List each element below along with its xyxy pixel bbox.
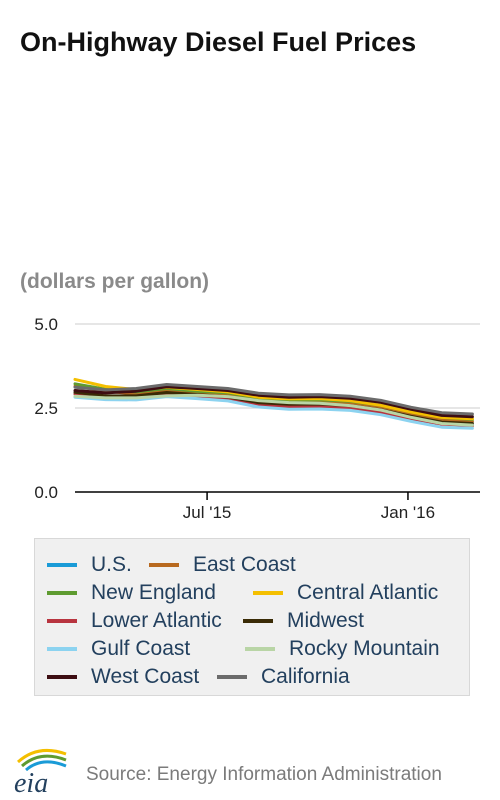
source-text: Source: Energy Information Administratio…	[86, 764, 442, 785]
legend-swatch	[217, 675, 247, 679]
logo-text: eia	[14, 768, 48, 796]
chart-title: On-Highway Diesel Fuel Prices	[20, 27, 417, 57]
y-tick-label: 5.0	[34, 315, 58, 334]
legend-item: Lower Atlantic	[47, 607, 222, 635]
legend-item: Rocky Mountain	[245, 635, 440, 663]
legend-item: East Coast	[149, 551, 296, 579]
legend-swatch	[47, 675, 77, 679]
legend-item: West Coast	[47, 663, 199, 691]
legend-swatch	[149, 563, 179, 567]
legend-swatch	[47, 619, 77, 623]
x-tick-label: Jul '15	[183, 503, 232, 522]
legend-label: California	[261, 665, 350, 688]
y-tick-label: 2.5	[34, 399, 58, 418]
legend-label: Midwest	[287, 609, 365, 632]
y-tick-label: 0.0	[34, 483, 58, 502]
legend-swatch	[245, 647, 275, 651]
legend-label: U.S.	[91, 553, 132, 576]
chart-units: (dollars per gallon)	[20, 270, 210, 293]
legend-label: East Coast	[193, 553, 296, 576]
footer: eia Source: Energy Information Administr…	[0, 740, 500, 800]
legend-swatch	[47, 563, 77, 567]
legend-item: New England	[47, 579, 216, 607]
line-chart: 5.0 2.5 0.0 Jul '15 Jan '16	[34, 315, 480, 522]
legend-label: Central Atlantic	[297, 581, 439, 604]
legend-item: California	[217, 663, 350, 691]
series-line-gulf-coast	[73, 395, 474, 430]
legend-swatch	[243, 619, 273, 623]
legend: U.S. East Coast New England Central Atlanti…	[34, 538, 470, 696]
legend-label: Gulf Coast	[91, 637, 191, 660]
legend-swatch	[253, 591, 283, 595]
axis-layer: 5.0 2.5 0.0 Jul '15 Jan '16	[34, 315, 480, 522]
x-tick-label: Jan '16	[381, 503, 435, 522]
legend-label: Lower Atlantic	[91, 609, 222, 632]
legend-label: West Coast	[91, 665, 200, 688]
legend-label: New England	[91, 581, 216, 604]
legend-item: Midwest	[243, 607, 364, 635]
legend-label: Rocky Mountain	[289, 637, 440, 660]
legend-swatch	[47, 591, 77, 595]
legend-item: Gulf Coast	[47, 635, 190, 663]
series-line-west-coast	[73, 385, 474, 419]
legend-item: Central Atlantic	[253, 579, 438, 607]
legend-swatch	[47, 647, 77, 651]
eia-logo: eia	[14, 748, 67, 796]
series-line-california	[73, 383, 474, 416]
legend-item: U.S.	[47, 551, 132, 579]
series-line-rocky-mountain	[73, 393, 474, 427]
series-layer	[73, 377, 474, 430]
